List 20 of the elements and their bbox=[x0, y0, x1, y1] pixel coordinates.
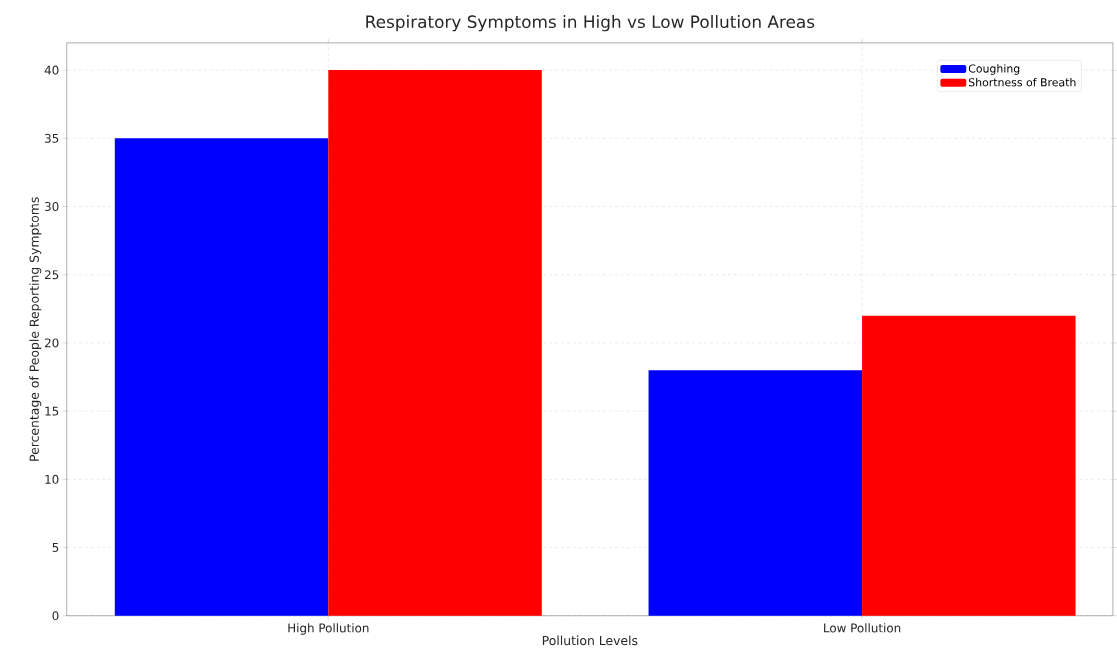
y-tick-label: 10 bbox=[45, 475, 59, 485]
x-tick-label: Low Pollution bbox=[824, 623, 901, 633]
x-tick-label: High Pollution bbox=[288, 623, 369, 635]
y-tick-label: 30 bbox=[45, 202, 59, 212]
legend-label: Shortness of Breath bbox=[968, 78, 1076, 87]
chart-title: Respiratory Symptoms in High vs Low Pollution Areas bbox=[366, 15, 815, 32]
bar bbox=[648, 370, 863, 616]
y-axis-title: Percentage of People Reporting Symptoms bbox=[29, 197, 42, 461]
y-tick-label: 0 bbox=[52, 611, 59, 621]
y-tick-label: 5 bbox=[52, 543, 59, 553]
legend-label: Coughing bbox=[968, 64, 1020, 75]
y-tick-label: 20 bbox=[44, 338, 59, 348]
y-tick-label: 35 bbox=[45, 134, 59, 144]
bar bbox=[114, 138, 329, 616]
y-tick-label: 25 bbox=[44, 270, 59, 280]
x-axis-title: Pollution Levels bbox=[542, 635, 638, 646]
y-tick-label: 15 bbox=[45, 406, 59, 416]
bar bbox=[862, 315, 1076, 616]
y-tick-label: 40 bbox=[44, 65, 59, 75]
bar bbox=[328, 70, 542, 616]
